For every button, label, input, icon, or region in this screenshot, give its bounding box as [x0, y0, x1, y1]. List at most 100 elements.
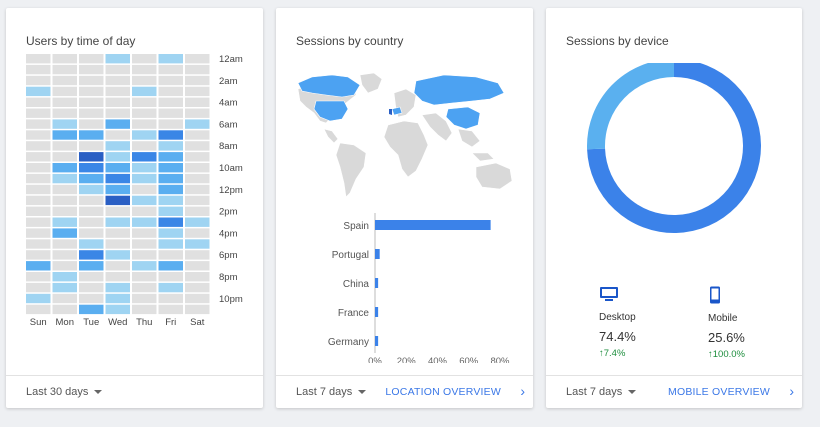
heatmap-cell: [158, 293, 183, 304]
heatmap-cell: [132, 282, 157, 293]
world-map: [297, 72, 513, 198]
heatmap-cell: [105, 152, 130, 162]
heatmap-cell: [185, 261, 210, 271]
mobile-stat: Mobile 25.6% ↑100.0%: [708, 286, 745, 360]
heatmap-cell: [79, 228, 104, 238]
heatmap-cell: [52, 163, 77, 173]
heatmap-cell: [185, 239, 210, 249]
heatmap-cell: [132, 250, 157, 260]
day-label: Tue: [83, 317, 99, 328]
heatmap-cell: [26, 239, 51, 249]
heatmap-cell: [105, 304, 130, 315]
heatmap-cell: [26, 217, 51, 227]
heatmap-cell: [79, 152, 104, 162]
heatmap-cell: [105, 195, 130, 206]
heatmap-cell: [52, 261, 77, 271]
heatmap-cell: [26, 163, 51, 173]
heatmap-cell: [26, 250, 51, 260]
heatmap-cell: [26, 173, 51, 184]
heatmap-cell: [52, 64, 77, 75]
heatmap-cell: [185, 108, 210, 118]
heatmap-cell: [158, 272, 183, 282]
heatmap-cell: [79, 195, 104, 206]
heatmap-cell: [185, 304, 210, 315]
hour-label: 12pm: [219, 185, 243, 196]
card-footer: Last 7 days MOBILE OVERVIEW ›: [546, 375, 802, 408]
map-indonesia: [471, 152, 495, 162]
date-range-dropdown[interactable]: Last 7 days: [566, 386, 637, 398]
heatmap-cell: [158, 86, 183, 97]
hour-label: 8pm: [219, 272, 238, 283]
card-title: Sessions by device: [566, 34, 669, 48]
heatmap-cell: [158, 173, 183, 184]
heatmap-cell: [132, 97, 157, 107]
heatmap-cell: [158, 195, 183, 206]
heatmap-cell: [185, 119, 210, 129]
heatmap-cell: [26, 108, 51, 118]
heatmap-cell: [185, 152, 210, 162]
hour-label: 4pm: [219, 228, 238, 239]
desktop-stat: Desktop 74.4% ↑7.4%: [599, 286, 636, 359]
day-label: Sat: [190, 317, 205, 328]
heatmap-cell: [132, 108, 157, 118]
heatmap-cell: [132, 304, 157, 315]
hour-label: 4am: [219, 98, 238, 109]
heatmap-cell: [26, 272, 51, 282]
heatmap-cell: [79, 130, 104, 140]
heatmap-cell: [158, 184, 183, 195]
desktop-label: Desktop: [599, 312, 636, 323]
heatmap-cell: [26, 293, 51, 304]
map-russia: [413, 74, 505, 106]
map-greenland: [359, 72, 383, 94]
country-label: France: [338, 308, 370, 319]
heatmap-cell: [185, 282, 210, 293]
heatmap-cell: [158, 130, 183, 140]
heatmap-cell: [132, 195, 157, 206]
location-overview-link[interactable]: LOCATION OVERVIEW: [385, 386, 501, 398]
heatmap-cell: [185, 86, 210, 97]
heatmap-cell: [158, 108, 183, 118]
heatmap-cell: [52, 86, 77, 97]
day-label: Fri: [165, 317, 176, 328]
day-label: Wed: [108, 317, 127, 328]
heatmap-cell: [79, 184, 104, 195]
heatmap-cell: [132, 217, 157, 227]
heatmap-cell: [52, 228, 77, 238]
x-tick-label: 80%: [490, 356, 510, 363]
country-bar-chart: Spain Portugal China France Germany 0% 20% 40% 6…: [328, 213, 510, 363]
heatmap-cell: [105, 206, 130, 216]
donut-slice-mobile: [587, 63, 674, 150]
heatmap-cell: [52, 195, 77, 206]
chevron-right-icon[interactable]: ›: [789, 383, 794, 399]
map-china: [445, 106, 481, 130]
country-bar: [375, 307, 379, 317]
heatmap-cell: [158, 206, 183, 216]
heatmap-cell: [26, 54, 51, 64]
map-usa: [313, 100, 349, 122]
chevron-right-icon[interactable]: ›: [520, 383, 525, 399]
date-range-dropdown[interactable]: Last 30 days: [26, 386, 103, 398]
heatmap-cell: [26, 130, 51, 140]
heatmap-cell: [105, 54, 130, 64]
country-bar: [375, 220, 491, 230]
date-range-dropdown[interactable]: Last 7 days: [296, 386, 367, 398]
card-title: Users by time of day: [26, 34, 136, 48]
desktop-change: ↑7.4%: [599, 348, 626, 359]
heatmap-cell: [185, 163, 210, 173]
mobile-overview-link[interactable]: MOBILE OVERVIEW: [668, 386, 770, 398]
map-australia: [475, 162, 513, 190]
heatmap-cell: [52, 141, 77, 151]
heatmap-cell: [105, 261, 130, 271]
date-range-label: Last 7 days: [566, 386, 623, 398]
heatmap-cell: [158, 304, 183, 315]
sessions-by-country-card: Sessions by country: [276, 8, 533, 408]
heatmap-cell: [26, 119, 51, 129]
heatmap-cell: [26, 152, 51, 162]
heatmap-cell: [52, 75, 77, 86]
heatmap-cell: [52, 108, 77, 118]
heatmap-cell: [26, 206, 51, 216]
heatmap-cell: [132, 228, 157, 238]
heatmap-cell: [132, 293, 157, 304]
heatmap-cell: [52, 304, 77, 315]
heatmap-cell: [185, 141, 210, 151]
